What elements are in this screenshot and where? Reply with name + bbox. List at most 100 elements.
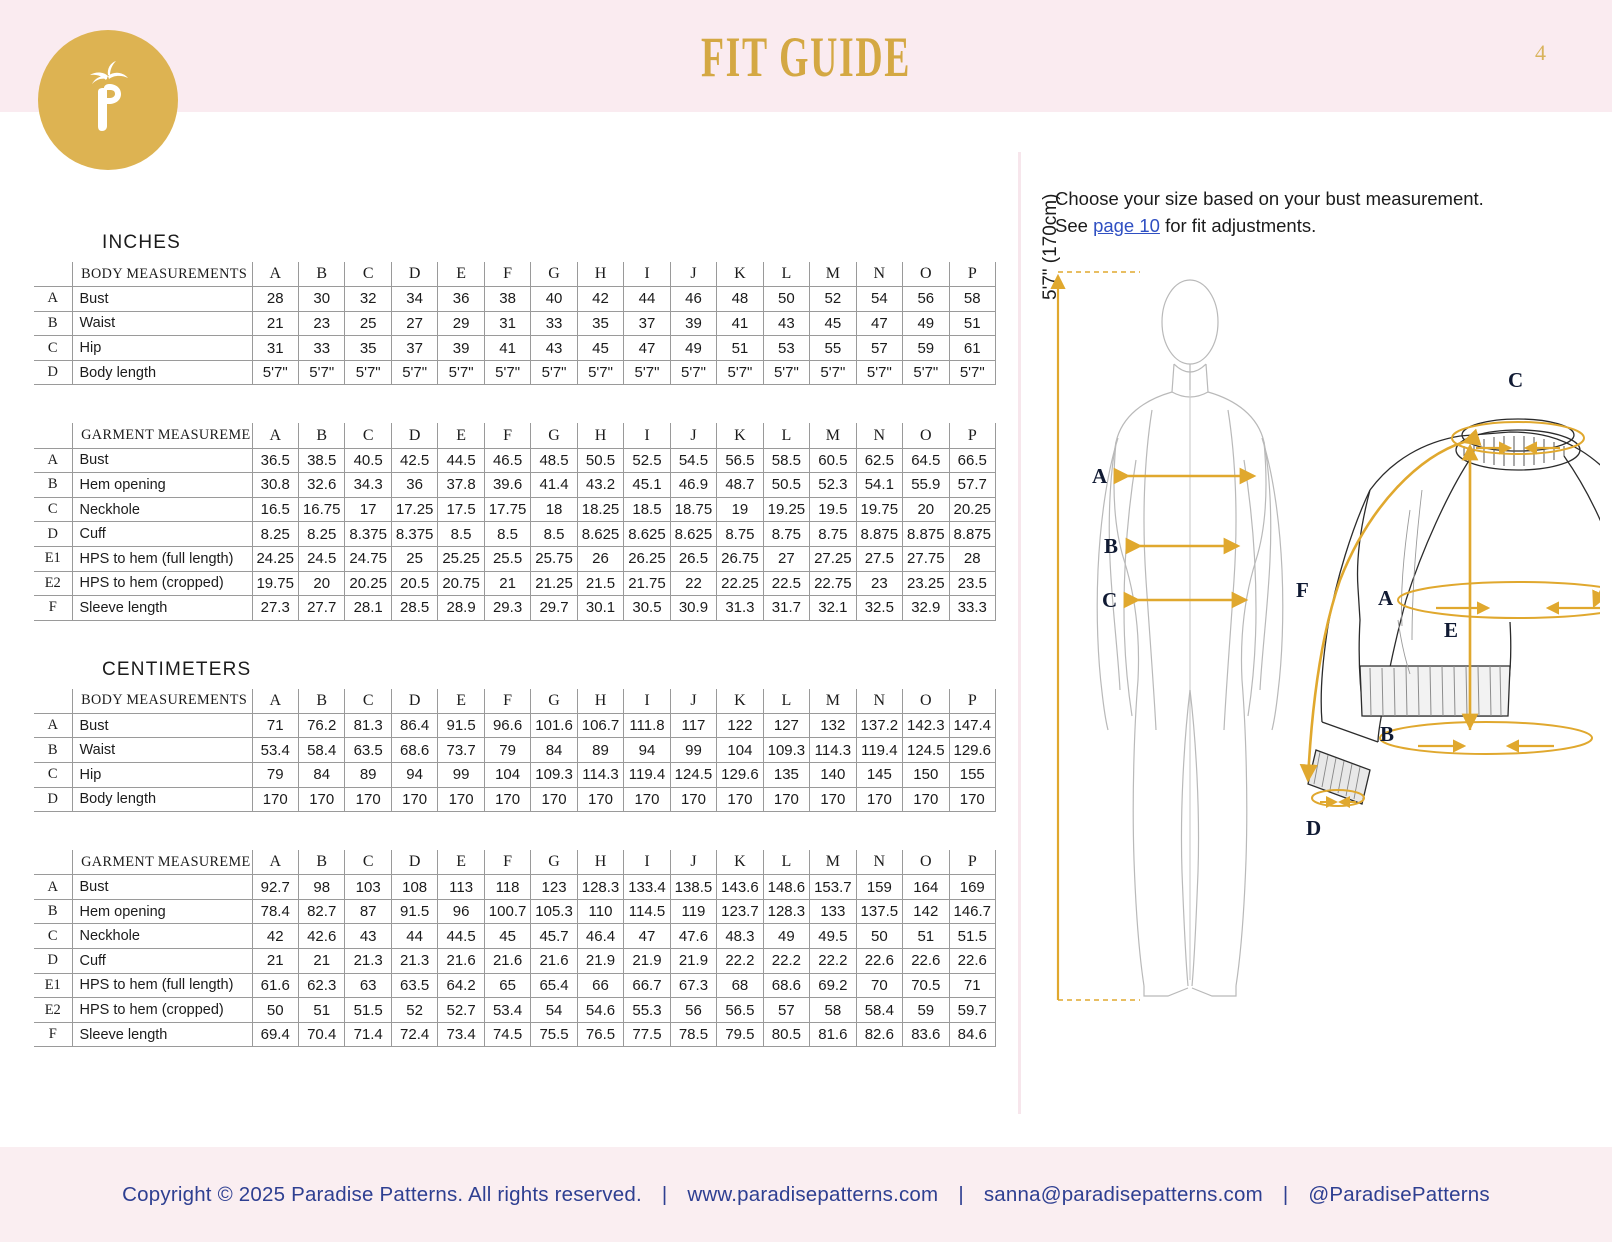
cell-B: 33 [297,335,346,361]
footer-website[interactable]: www.paradisepatterns.com [687,1182,939,1206]
cell-H: 42 [576,286,625,312]
row-label: Sleeve length [71,595,253,621]
cell-K: 123.7 [716,898,764,925]
cell-M: 55 [809,335,857,361]
col-D: D [390,423,439,449]
cell-K: 56.5 [716,447,764,474]
col-G: G [530,262,578,288]
cell-H: 76.5 [576,1021,625,1048]
cell-C: 87 [344,898,392,925]
cell-C: 103 [344,874,392,900]
cell-K: 79.5 [716,1021,764,1048]
col-I: I [623,262,671,288]
table-row: B Hem opening 78.4 82.7 87 91.5 96 100.7 105.3 11… [34,898,997,925]
cell-D: 44 [390,923,439,950]
cell-K: 41 [716,310,764,337]
col-O: O [902,688,950,714]
corner-blank [34,850,73,876]
cell-H: 8.625 [576,521,625,547]
cell-P: 51 [948,310,997,337]
table-row: D Body length 170 170 170 170 170 170 170 170 170 1… [34,786,997,813]
cell-A: 53.4 [251,737,299,763]
cell-I: 8.625 [623,521,671,547]
cell-F: 5'7" [483,359,532,386]
cell-I: 114.5 [623,898,671,925]
cell-J: 56 [669,997,718,1023]
cell-G: 21.25 [530,570,578,597]
row-label: Body length [71,786,253,813]
col-J: J [669,262,718,288]
cm-garment-tbody: GARMENT MEASUREMENTSABCDEFGHIJKLMNOPABus… [34,850,997,1048]
cell-F: 79 [483,737,532,763]
cell-D: 52 [390,997,439,1023]
col-M: M [809,688,857,714]
cell-J: 117 [669,712,718,739]
cell-M: 5'7" [809,359,857,386]
cell-E: 44.5 [437,447,485,474]
cell-F: 104 [483,762,532,788]
cell-B: 82.7 [297,898,346,925]
row-label: Bust [71,874,253,900]
col-N: N [855,262,904,288]
cell-C: 43 [344,923,392,950]
cell-K: 68 [716,972,764,999]
cell-A: 92.7 [251,874,299,900]
footer-email[interactable]: sanna@paradisepatterns.com [983,1182,1263,1206]
cell-P: 84.6 [948,1021,997,1048]
footer-copyright: Copyright © 2025 Paradise Patterns. All … [122,1182,642,1206]
cell-J: 46.9 [669,472,718,498]
cell-H: 35 [576,310,625,337]
page-10-link[interactable]: page 10 [1093,214,1160,236]
cell-F: 31 [483,310,532,337]
cell-P: 146.7 [948,898,997,925]
cell-B: 98 [297,874,346,900]
cell-H: 66 [576,972,625,999]
col-M: M [809,262,857,288]
cell-C: 71.4 [344,1021,392,1048]
cell-L: 80.5 [762,1021,811,1048]
cell-L: 50.5 [762,472,811,498]
cell-A: 27.3 [251,595,299,621]
cell-D: 94 [390,762,439,788]
row-key: F [34,1021,73,1048]
row-key: A [34,286,73,312]
cell-P: 51.5 [948,923,997,950]
row-key: D [34,786,73,813]
cell-M: 52 [809,286,857,312]
cell-E: 28.9 [437,595,485,621]
row-key: D [34,359,73,386]
cell-P: 23.5 [948,570,997,597]
cell-I: 26.25 [623,545,671,572]
cell-P: 20.25 [948,496,997,523]
cell-C: 32 [344,286,392,312]
cell-F: 21 [483,570,532,597]
corner-blank [34,688,73,714]
cell-L: 148.6 [762,874,811,900]
cell-A: 61.6 [251,972,299,999]
cell-F: 74.5 [483,1021,532,1048]
row-key: B [34,310,73,337]
cell-M: 32.1 [809,595,857,621]
cell-F: 46.5 [483,447,532,474]
cell-N: 159 [855,874,904,900]
cell-J: 78.5 [669,1021,718,1048]
mannequin-figure [1096,279,1284,997]
cell-P: 59.7 [948,997,997,1023]
col-L: L [762,423,811,449]
measurement-tables: INCHES BODY MEASUREMENTS A B C D E F G H I J K L M N O P… [34,232,997,1048]
cell-N: 58.4 [855,997,904,1023]
row-label: Hip [71,762,253,788]
cell-K: 5'7" [716,359,764,386]
cell-B: 42.6 [297,923,346,950]
cell-O: 5'7" [902,359,950,386]
corner-blank [34,423,73,449]
row-label: HPS to hem (full length) [71,545,253,572]
cell-N: 54 [855,286,904,312]
cell-B: 20 [297,570,346,597]
row-label: Hem opening [71,898,253,925]
cell-E: 20.75 [437,570,485,597]
cell-M: 27.25 [809,545,857,572]
col-E: E [437,850,485,876]
cell-B: 62.3 [297,972,346,999]
